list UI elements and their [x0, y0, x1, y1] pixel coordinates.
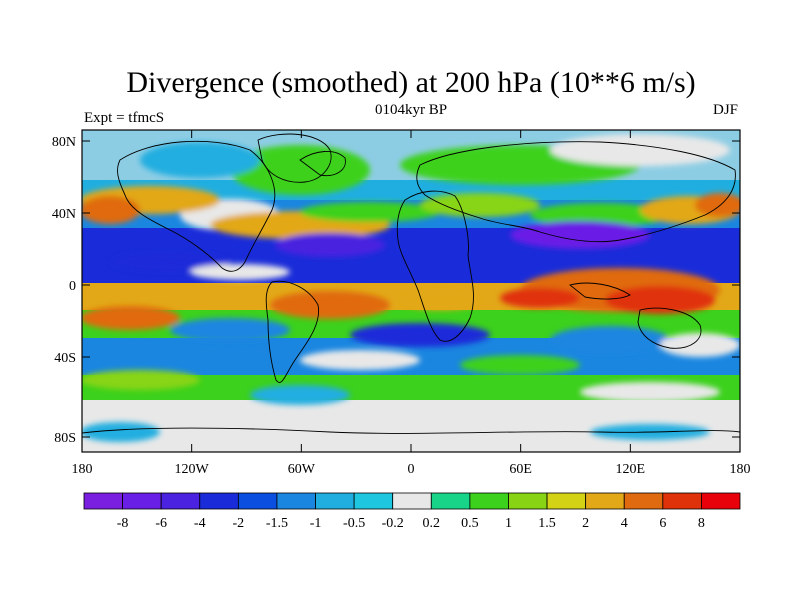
colorbar-swatch — [585, 492, 625, 510]
lon-tick-label: 60E — [509, 462, 532, 477]
longitude-axis: 180 120W 60W 0 60E 120E 180 — [72, 130, 751, 477]
lon-tick-label: 120E — [616, 462, 646, 477]
time-label: 0104kyr BP — [375, 102, 447, 118]
colorbar-label: 1.5 — [538, 516, 556, 531]
colorbar-swatch — [199, 492, 239, 510]
experiment-label: Expt = tfmcS — [84, 110, 164, 126]
colorbar-label: 0.5 — [461, 516, 479, 531]
colorbar-label: -6 — [155, 516, 167, 531]
lon-tick-label: 180 — [730, 462, 751, 477]
lat-tick-label: 40N — [52, 207, 76, 222]
lat-tick-label: 80N — [52, 135, 76, 150]
colorbar-label: 1 — [505, 516, 512, 531]
colorbar-label: -0.2 — [382, 516, 404, 531]
colorbar-label: 6 — [659, 516, 666, 531]
lat-tick-label: 40S — [54, 351, 76, 366]
colorbar-label: -1 — [310, 516, 322, 531]
plot-title: Divergence (smoothed) at 200 hPa (10**6 … — [126, 66, 695, 99]
colorbar-label: 8 — [698, 516, 705, 531]
colorbar-swatch — [662, 492, 702, 510]
colorbar-swatch — [83, 492, 123, 510]
lat-tick-label: 80S — [54, 431, 76, 446]
colorbar-swatch — [469, 492, 509, 510]
colorbar-swatch — [701, 492, 741, 510]
colorbar-swatch — [315, 492, 355, 510]
colorbar-swatch — [430, 492, 471, 510]
colorbar-label: 0.2 — [423, 516, 441, 531]
colorbar-swatch — [122, 492, 162, 510]
lon-tick-label: 60W — [288, 462, 316, 477]
colorbar-label: 2 — [582, 516, 589, 531]
colorbar-label: -2 — [233, 516, 245, 531]
colorbar-swatch — [353, 492, 394, 510]
colorbar-label: -8 — [117, 516, 129, 531]
lon-tick-label: 120W — [175, 462, 210, 477]
latitude-axis: 80N 40N 0 40S 80S — [52, 135, 740, 446]
lon-tick-label: 0 — [408, 462, 415, 477]
colorbar-label: -4 — [194, 516, 206, 531]
season-label: DJF — [713, 102, 738, 118]
colorbar-swatch — [392, 492, 432, 510]
colorbar-label: -0.5 — [343, 516, 365, 531]
lat-tick-label: 0 — [69, 279, 76, 294]
map-field — [82, 130, 740, 452]
colorbar-label: 4 — [621, 516, 628, 531]
colorbar-swatch — [508, 492, 548, 510]
colorbar-swatch — [237, 492, 278, 510]
lon-tick-label: 180 — [72, 462, 93, 477]
coastlines — [82, 133, 740, 434]
colorbar-label: -1.5 — [266, 516, 288, 531]
colorbar-swatch — [276, 492, 316, 510]
colorbar-swatch — [623, 492, 664, 510]
colorbar-swatch — [546, 492, 587, 510]
colorbar-swatch — [160, 492, 201, 510]
colorbar: -8 -6 -4 -2 -1.5 -1 -0.5 -0.2 0.2 0.5 1 1.5 2 4 6 8 — [83, 492, 741, 531]
